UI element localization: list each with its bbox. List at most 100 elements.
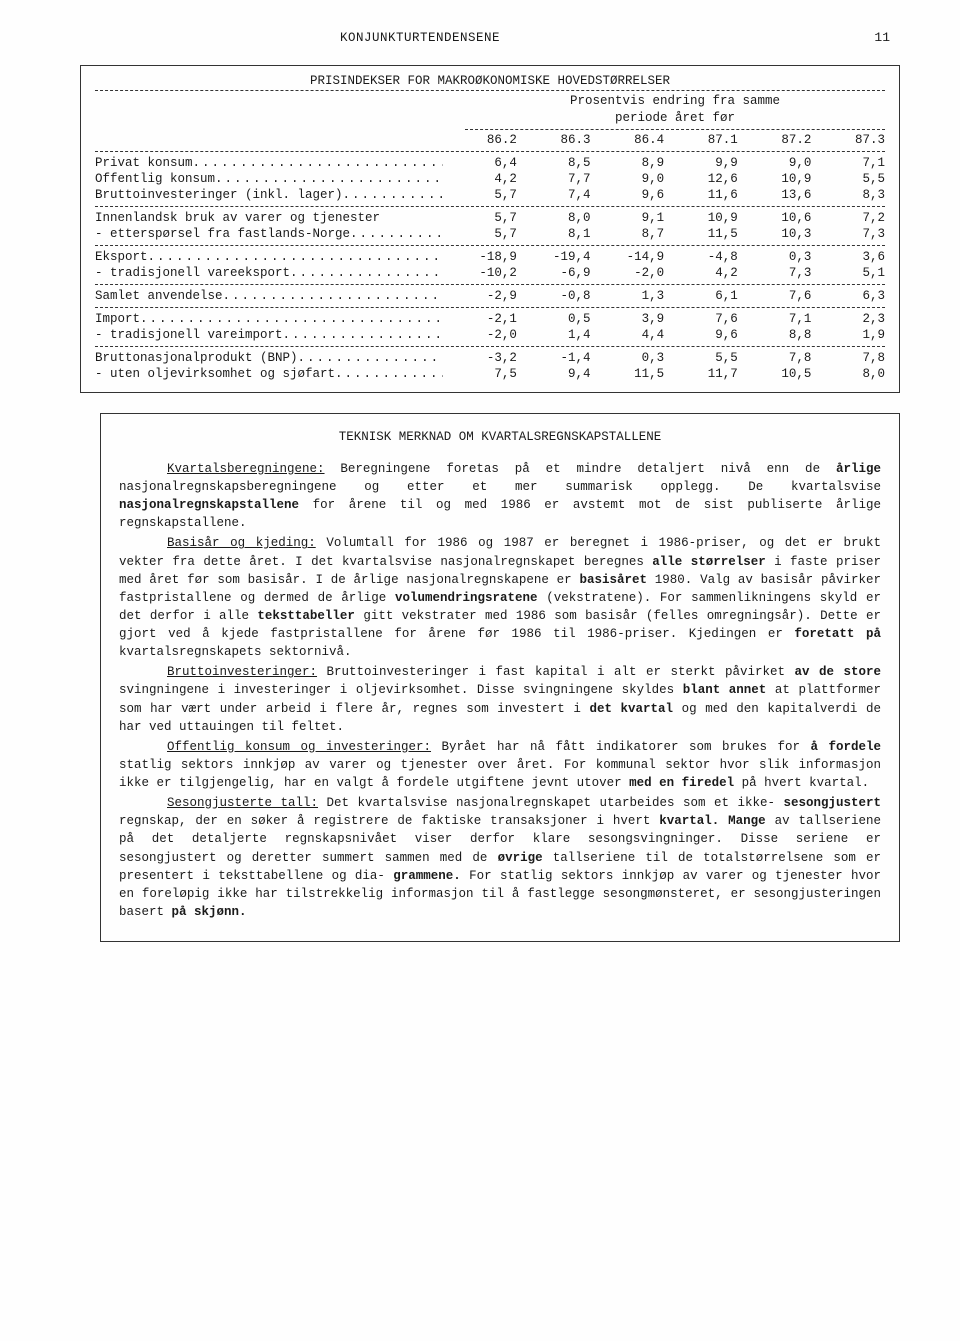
note-lead: Kvartalsberegningene:	[167, 462, 325, 476]
table-header-row: 86.286.386.487.187.287.3	[95, 132, 885, 148]
col-header: 87.2	[738, 132, 812, 148]
cell-value: 9,9	[664, 155, 738, 171]
cell-value: -1,4	[517, 350, 591, 366]
col-header: 87.3	[811, 132, 885, 148]
table-row: Bruttonasjonalprodukt (BNP) ............…	[95, 350, 885, 366]
note-bold: å fordele	[811, 740, 882, 754]
cell-value: 2,3	[811, 311, 885, 327]
col-header: 87.1	[664, 132, 738, 148]
cell-value: 10,3	[738, 226, 812, 242]
cell-value: 7,6	[664, 311, 738, 327]
cell-value: 1,4	[517, 327, 591, 343]
note-lead: Offentlig konsum og investeringer:	[167, 740, 431, 754]
note-bold: med en firedel	[629, 776, 734, 790]
note-text: Bruttoinvesteringer i fast kapital i alt…	[327, 665, 785, 679]
cell-value: 7,5	[443, 366, 517, 382]
cell-value: 6,1	[664, 288, 738, 304]
cell-value: 12,6	[664, 171, 738, 187]
cell-value: 11,7	[664, 366, 738, 382]
row-label: Import .................................…	[95, 311, 443, 327]
note-bold: foretatt på	[794, 627, 881, 641]
cell-value: -6,9	[517, 265, 591, 281]
subheader-line2: periode året før	[615, 111, 735, 125]
cell-value: 4,2	[664, 265, 738, 281]
cell-value: 8,8	[738, 327, 812, 343]
note-bold: alle størrelser	[652, 555, 765, 569]
page-number: 11	[874, 30, 890, 45]
note-para-1: Kvartalsberegningene: Beregningene foret…	[119, 460, 881, 533]
col-header: 86.2	[443, 132, 517, 148]
cell-value: -3,2	[443, 350, 517, 366]
cell-value: -18,9	[443, 249, 517, 265]
table-row: Eksport ................................…	[95, 249, 885, 265]
cell-value: 9,0	[738, 155, 812, 171]
cell-value: 4,2	[443, 171, 517, 187]
rule	[465, 129, 885, 130]
note-text: Byrået har nå fått indikatorer som bruke…	[442, 740, 800, 754]
cell-value: 5,7	[443, 187, 517, 203]
note-bold: årlige	[836, 462, 881, 476]
col-header: 86.3	[517, 132, 591, 148]
cell-value: 8,3	[811, 187, 885, 203]
note-text: nasjonalregnskapsberegningene og etter e…	[119, 480, 881, 494]
cell-value: 9,6	[664, 327, 738, 343]
cell-value: 5,7	[443, 226, 517, 242]
note-lead: Basisår og kjeding:	[167, 536, 316, 550]
cell-value: 1,9	[811, 327, 885, 343]
technical-note-box: TEKNISK MERKNAD OM KVARTALSREGNSKAPSTALL…	[100, 413, 900, 942]
note-bold: det kvartal	[589, 702, 673, 716]
cell-value: 5,5	[664, 350, 738, 366]
table-row: Samlet anvendelse ......................…	[95, 288, 885, 304]
note-text: kvartalsregnskapets sektornivå.	[119, 645, 352, 659]
price-index-table-box: PRISINDEKSER FOR MAKROØKONOMISKE HOVEDST…	[80, 65, 900, 393]
cell-value: -19,4	[517, 249, 591, 265]
cell-value: 5,1	[811, 265, 885, 281]
col-header: 86.4	[591, 132, 665, 148]
table-row: Import .................................…	[95, 311, 885, 327]
table-row: Innenlandsk bruk av varer og tjenester5,…	[95, 210, 885, 226]
cell-value: 10,9	[664, 210, 738, 226]
cell-value: 7,4	[517, 187, 591, 203]
note-text: Beregningene foretas på et mindre detalj…	[340, 462, 820, 476]
row-label: Innenlandsk bruk av varer og tjenester	[95, 210, 443, 226]
subheader-line1: Prosentvis endring fra samme	[570, 94, 780, 108]
row-label: Eksport ................................…	[95, 249, 443, 265]
cell-value: 8,7	[591, 226, 665, 242]
separator-row	[95, 148, 885, 155]
note-bold: volumendringsratene	[395, 591, 538, 605]
note-text: regnskap, der en søker å registrere de f…	[119, 814, 650, 828]
note-title: TEKNISK MERKNAD OM KVARTALSREGNSKAPSTALL…	[119, 428, 881, 446]
cell-value: 8,5	[517, 155, 591, 171]
cell-value: 11,5	[664, 226, 738, 242]
cell-value: -2,0	[591, 265, 665, 281]
cell-value: 7,1	[811, 155, 885, 171]
row-label: Offentlig konsum .......................…	[95, 171, 443, 187]
note-bold: på skjønn.	[172, 905, 247, 919]
cell-value: -0,8	[517, 288, 591, 304]
note-bold: basisåret	[579, 573, 647, 587]
cell-value: -2,0	[443, 327, 517, 343]
note-text: Det kvartalsvise nasjonalregnskapet utar…	[327, 796, 775, 810]
row-label: Samlet anvendelse ......................…	[95, 288, 443, 304]
table-row: - etterspørsel fra fastlands-Norge .....…	[95, 226, 885, 242]
table-row: Privat konsum ..........................…	[95, 155, 885, 171]
table-row: - tradisjonell vareeksport .............…	[95, 265, 885, 281]
note-text: på hvert kvartal.	[742, 776, 870, 790]
cell-value: 10,9	[738, 171, 812, 187]
cell-value: 7,8	[738, 350, 812, 366]
cell-value: 10,5	[738, 366, 812, 382]
cell-value: 11,5	[591, 366, 665, 382]
table-row: Offentlig konsum .......................…	[95, 171, 885, 187]
table-row: - uten oljevirksomhet og sjøfart .......…	[95, 366, 885, 382]
table-row: - tradisjonell vareimport ..............…	[95, 327, 885, 343]
note-bold: grammene.	[393, 869, 461, 883]
note-bold: nasjonalregnskapstallene	[119, 498, 299, 512]
cell-value: 8,0	[811, 366, 885, 382]
row-label: Bruttonasjonalprodukt (BNP) ............…	[95, 350, 443, 366]
row-label: Bruttoinvesteringer (inkl. lager) ......…	[95, 187, 443, 203]
rule	[95, 90, 885, 91]
note-bold: kvartal. Mange	[659, 814, 765, 828]
cell-value: 6,4	[443, 155, 517, 171]
note-bold: teksttabeller	[257, 609, 355, 623]
cell-value: 7,2	[811, 210, 885, 226]
